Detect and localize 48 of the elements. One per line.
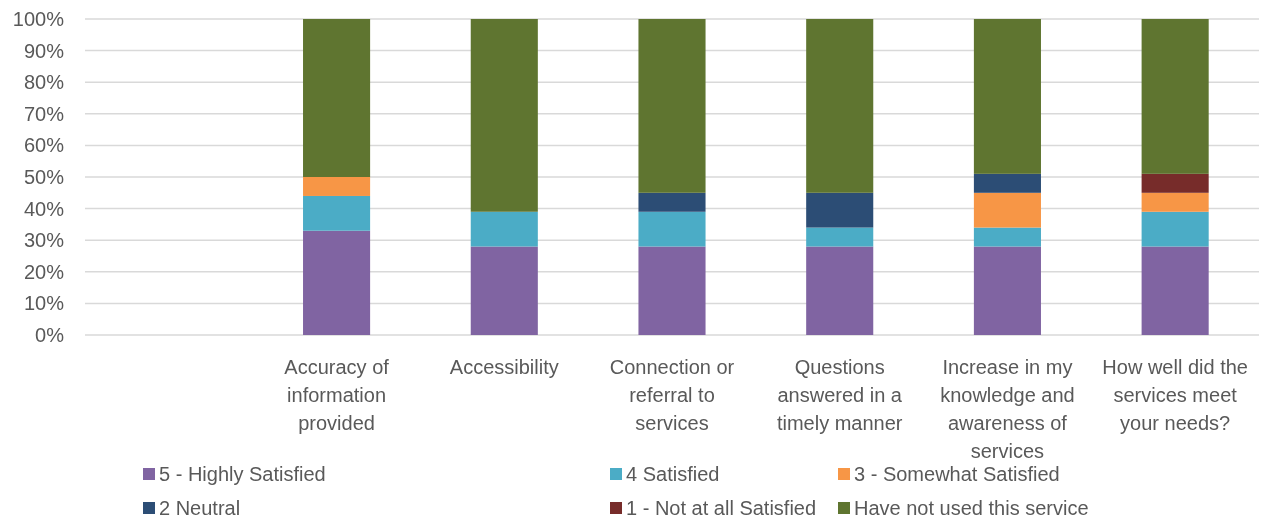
y-tick-label: 80% (23, 71, 65, 94)
x-tick-label: Accuracy of information provided (284, 356, 390, 434)
bar (1141, 246, 1209, 335)
bar (638, 246, 706, 335)
bar (806, 227, 874, 247)
y-tick-label: 20% (23, 260, 65, 283)
bar (806, 192, 874, 228)
bar (806, 246, 874, 335)
bar (470, 19, 538, 212)
bar (973, 227, 1041, 247)
bar (303, 177, 371, 196)
y-tick-label: 60% (23, 134, 65, 157)
bar (1141, 19, 1209, 174)
bar (973, 173, 1041, 193)
bar (470, 246, 538, 335)
y-tick-label: 40% (23, 197, 65, 220)
bar (303, 230, 371, 335)
x-tick-label: Questions answered in a timely manner (776, 356, 903, 434)
bar (303, 19, 371, 177)
legend-label: Have not used this service (854, 497, 1089, 519)
bar (638, 192, 706, 212)
bar (1141, 173, 1209, 193)
bar (973, 19, 1041, 174)
y-tick-label: 90% (23, 39, 65, 62)
y-tick-label: 50% (23, 166, 65, 188)
legend-label: 3 - Somewhat Satisfied (854, 463, 1060, 485)
bar (303, 195, 371, 231)
x-tick-label: Connection or referral to services (609, 356, 735, 434)
bar (973, 192, 1041, 228)
x-tick-label: Increase in my knowledge and awareness of services (940, 356, 1075, 462)
x-tick-label: Accessibility (449, 356, 559, 378)
y-tick-label: 30% (23, 229, 65, 252)
legend-label: 2 Neutral (159, 497, 241, 519)
bar (638, 211, 706, 247)
bar (1141, 192, 1209, 212)
bar (806, 19, 874, 193)
x-tick-label: How well did the services meet your needs? (1102, 356, 1248, 434)
bar (638, 19, 706, 193)
legend-label: 4 Satisfied (626, 463, 720, 485)
y-tick-label: 100% (12, 8, 65, 30)
bar (973, 246, 1041, 335)
legend-label: 1 - Not at all Satisfied (626, 497, 817, 519)
legend-label: 5 - Highly Satisfied (159, 463, 326, 485)
bar (1141, 211, 1209, 247)
y-tick-label: 70% (23, 102, 65, 125)
y-tick-label: 10% (23, 292, 65, 315)
bar (470, 211, 538, 247)
y-tick-label: 0% (35, 324, 65, 346)
